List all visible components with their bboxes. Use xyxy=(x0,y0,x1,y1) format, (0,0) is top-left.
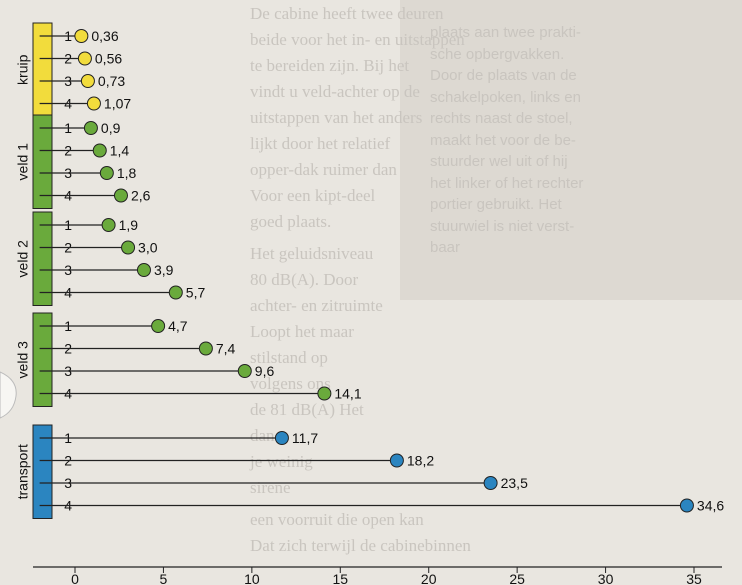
value-label: 0,36 xyxy=(91,28,118,44)
lollipop-point xyxy=(136,263,151,277)
article-right-column: plaats aan twee prakti-sche opbergvakken… xyxy=(430,22,583,259)
article-line: baar xyxy=(430,239,461,256)
group-veld-2-bar xyxy=(32,211,53,306)
value-label: 1,07 xyxy=(104,96,131,112)
lollipop-point xyxy=(679,498,694,513)
article-line: volgens ons xyxy=(250,374,331,393)
lollipop-point xyxy=(389,453,404,468)
group-veld-2-label: veld 2 xyxy=(15,240,31,278)
lollipop-point xyxy=(92,143,107,158)
value-label: 1,9 xyxy=(119,217,139,233)
group-veld-3-bar xyxy=(32,312,53,407)
article-line: plaats aan twee prakti- xyxy=(430,24,581,41)
group-transport-label: transport xyxy=(15,444,31,499)
lollipop-point xyxy=(83,121,98,135)
value-label: 1,4 xyxy=(110,143,130,159)
value-label: 23,5 xyxy=(501,475,528,491)
article-line: Loopt het maar xyxy=(250,322,354,341)
x-tick-label: 10 xyxy=(244,571,260,585)
article-line: Door de plaats van de xyxy=(430,67,577,84)
value-label: 2,6 xyxy=(131,188,151,204)
group-veld-1-label: veld 1 xyxy=(15,143,31,181)
lollipop-point xyxy=(317,386,332,401)
lollipop-point xyxy=(74,29,89,43)
value-label: 3,9 xyxy=(154,262,174,278)
article-line: rechts naast de stoel, xyxy=(430,110,573,127)
article-line: de 81 dB(A) Het xyxy=(250,400,364,419)
x-tick-label: 20 xyxy=(421,571,437,585)
article-line: uitstappen van het anders xyxy=(250,108,423,127)
article-line: schakelpoken, links en xyxy=(430,88,581,106)
lollipop-point xyxy=(168,285,183,300)
value-label: 14,1 xyxy=(334,386,361,402)
lollipop-point xyxy=(198,341,213,356)
lollipop-point xyxy=(80,74,95,88)
x-tick-label: 35 xyxy=(686,571,702,585)
lollipop-point xyxy=(113,188,128,203)
article-line: Het geluidsniveau xyxy=(250,244,374,263)
x-tick-label: 25 xyxy=(509,571,525,585)
article-line: achter- en zitruimte xyxy=(250,296,383,315)
article-line: vindt u veld-achter op de xyxy=(250,82,420,101)
paper-tear xyxy=(0,371,17,419)
lollipop-point xyxy=(483,476,498,490)
article-line: stilstand op xyxy=(250,348,328,367)
value-label: 3,0 xyxy=(138,240,158,256)
x-tick-label: 0 xyxy=(71,571,79,585)
article-line: te bereiden zijn. Bij het xyxy=(250,56,410,75)
group-transport-bar xyxy=(32,424,53,519)
article-line: 80 dB(A). Door xyxy=(250,270,359,289)
lollipop-point xyxy=(274,431,289,445)
group-kruip-label: kruip xyxy=(15,54,31,85)
value-label: 5,7 xyxy=(186,285,206,301)
lollipop-point xyxy=(151,319,166,333)
value-label: 34,6 xyxy=(697,498,724,514)
lollipop-point xyxy=(101,218,116,232)
article-line: lijkt door het relatief xyxy=(250,134,391,153)
article-line: Dat zich terwijl de cabinebinnen xyxy=(250,536,471,555)
value-label: 7,4 xyxy=(216,341,236,357)
value-label: 9,6 xyxy=(255,363,275,379)
lollipop-point xyxy=(99,166,114,180)
value-label: 18,2 xyxy=(407,453,434,469)
x-tick-label: 5 xyxy=(160,571,168,585)
lollipop-point xyxy=(77,51,92,66)
article-line: opper-dak ruimer dan xyxy=(250,160,397,179)
aside-box xyxy=(400,0,742,300)
article-line: beide voor het in- en uitstappen xyxy=(250,30,465,49)
article-line: stuurwiel is niet verst- xyxy=(430,217,575,235)
x-tick-label: 30 xyxy=(598,571,614,585)
x-tick-label: 15 xyxy=(332,571,348,585)
value-label: 1,8 xyxy=(117,165,137,181)
lollipop-point xyxy=(86,96,101,111)
article-line: sche opbergvakken. xyxy=(430,45,565,63)
article-line: goed plaats. xyxy=(250,212,332,231)
article-line: portier gebruikt. Het xyxy=(430,196,562,213)
article-line: De cabine heeft twee deuren xyxy=(250,4,444,23)
article-line: het linker of het rechter xyxy=(430,174,584,192)
value-label: 0,73 xyxy=(98,73,125,89)
background-page-text: De cabine heeft twee deuren beide voor he… xyxy=(250,0,742,585)
value-label: 0,56 xyxy=(95,51,122,67)
article-line: maakt het voor de be- xyxy=(430,131,576,149)
article-line: een voorruit die open kan xyxy=(250,510,424,529)
value-label: 11,7 xyxy=(292,430,318,446)
value-label: 0,9 xyxy=(101,120,121,136)
group-veld-3-label: veld 3 xyxy=(15,341,31,379)
article-line: stuurder wel uit of hij xyxy=(430,153,568,170)
lollipop-point xyxy=(121,240,136,255)
article-left-column: De cabine heeft twee deuren beide voor he… xyxy=(250,4,471,562)
lollipop-point xyxy=(237,364,252,378)
article-line: je weinig xyxy=(250,452,313,471)
article-line: Voor een kipt-deel xyxy=(250,186,376,205)
value-label: 4,7 xyxy=(168,318,188,334)
group-veld-1-bar xyxy=(32,114,53,209)
article-line: dan xyxy=(250,426,275,445)
group-kruip-bar xyxy=(32,22,53,117)
